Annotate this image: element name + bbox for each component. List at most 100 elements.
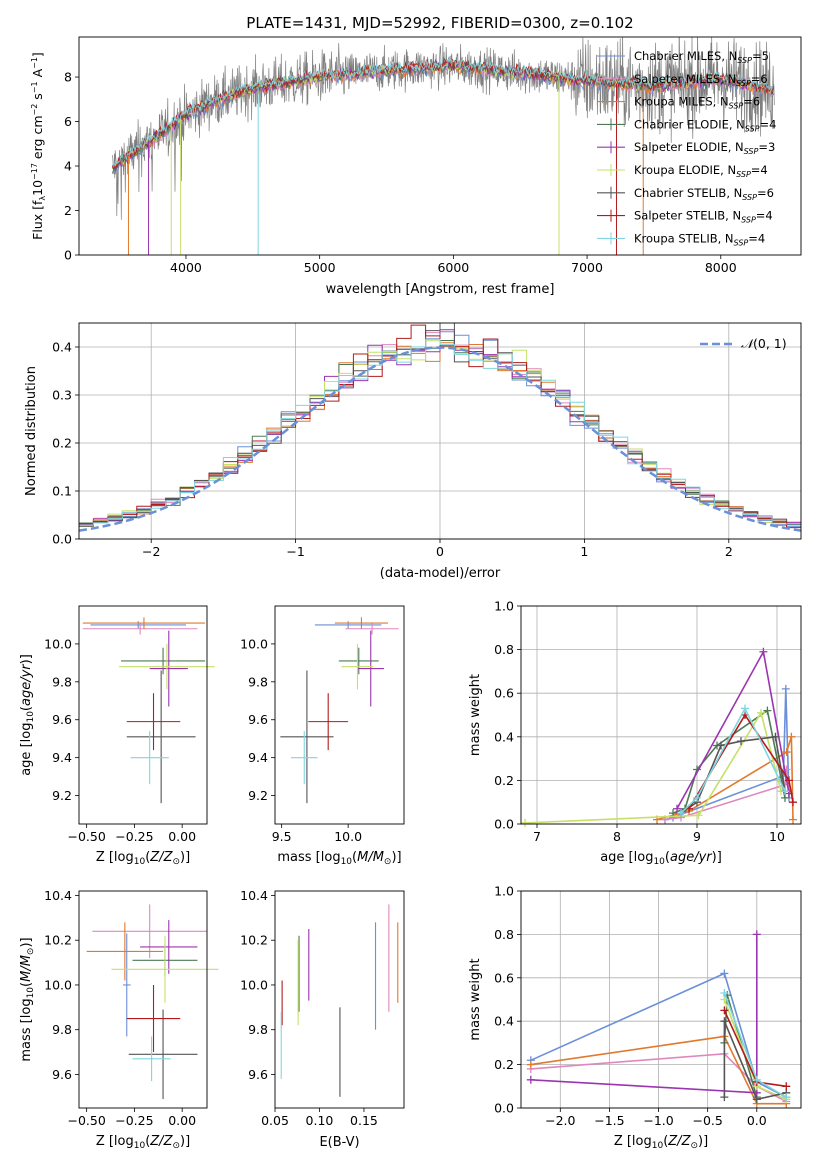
x-axis-label: mass [log10(M/M⊙)] <box>277 850 401 867</box>
data-layer <box>79 37 801 1108</box>
y-tick-label: 9.6 <box>52 1067 72 1082</box>
y-tick-label: 9.6 <box>248 712 268 727</box>
weight-marker <box>785 776 793 785</box>
x-tick-label: 9 <box>693 829 701 844</box>
axes-frame <box>78 890 208 1109</box>
y-tick-label: 0.1 <box>52 484 72 499</box>
x-tick-label: 10 <box>769 829 785 844</box>
weight-lines <box>521 647 797 827</box>
weight-marker <box>741 704 749 713</box>
weight-marker <box>752 1095 761 1104</box>
y-tick-label: 9.4 <box>52 750 72 765</box>
weight-line <box>530 934 758 1094</box>
x-axis-label: wavelength [Angstrom, rest frame] <box>326 282 555 297</box>
legend-entry: Salpeter ELODIE, NSSP=3 <box>634 140 775 156</box>
y-tick-label: 8 <box>64 70 72 85</box>
weight-marker <box>677 809 685 818</box>
axes-frame <box>520 605 802 825</box>
y-tick-label: 0.6 <box>494 970 514 985</box>
legend-entry: Chabrier MILES, NSSP=5 <box>634 49 769 65</box>
weight-line <box>530 1035 787 1105</box>
weight-marker <box>787 732 796 741</box>
y-tick-label: 0.4 <box>52 340 72 355</box>
x-tick-label: 6000 <box>437 260 469 275</box>
grid-layer <box>79 323 801 1109</box>
weight-line <box>723 1020 787 1101</box>
y-tick-label: 9.8 <box>248 674 268 689</box>
y-tick-label: 0.4 <box>494 1014 514 1029</box>
x-tick-label: −1 <box>286 544 304 559</box>
weight-marker <box>521 818 529 827</box>
y-tick-label: 1.0 <box>494 884 514 899</box>
y-tick-label: 0.8 <box>494 927 514 942</box>
legend-entry: Chabrier STELIB, NSSP=6 <box>634 186 774 202</box>
x-tick-label: 4000 <box>170 260 202 275</box>
weight-marker <box>782 1082 791 1091</box>
y-tick-label: 2 <box>64 203 72 218</box>
weight-lines <box>526 930 791 1108</box>
x-axis-label: Z [log10(Z/Z⊙)] <box>614 1134 708 1151</box>
weight-marker <box>526 1075 535 1084</box>
weight-marker <box>789 798 797 807</box>
model-spectrum <box>112 58 774 166</box>
weight-line <box>672 709 786 814</box>
x-tick-label: 0.00 <box>168 829 196 844</box>
y-tick-label: 0 <box>64 248 72 263</box>
y-axis-label: mass [log10(M/M⊙)] <box>19 937 36 1061</box>
weight-marker <box>771 732 780 741</box>
weight-marker <box>782 748 791 757</box>
weight-marker <box>720 1093 729 1102</box>
x-tick-label: −0.25 <box>115 829 153 844</box>
weight-marker <box>694 811 703 820</box>
x-tick-label: 0.15 <box>350 1113 378 1128</box>
y-tick-label: 1.0 <box>494 599 514 614</box>
x-tick-label: −0.25 <box>115 1113 153 1128</box>
y-tick-label: 0.8 <box>494 642 514 657</box>
y-tick-label: 10.4 <box>240 888 268 903</box>
figure-title: PLATE=1431, MJD=52992, FIBERID=0300, z=0… <box>246 14 633 32</box>
weight-marker <box>526 1060 535 1069</box>
axes-frame <box>274 605 405 825</box>
legend-entry: Chabrier ELODIE, NSSP=4 <box>634 117 776 133</box>
x-axis-label: Z [log10(Z/Z⊙)] <box>96 850 190 867</box>
weight-marker <box>757 708 765 717</box>
axes-frame <box>78 605 208 825</box>
legend-entry: Kroupa MILES, NSSP=6 <box>634 95 760 111</box>
weight-marker <box>720 969 729 978</box>
y-tick-label: 0.2 <box>52 436 72 451</box>
y-tick-label: 9.8 <box>52 674 72 689</box>
x-tick-label: −0.50 <box>67 1113 105 1128</box>
y-tick-label: 10.0 <box>44 977 72 992</box>
observed-spectrum <box>112 37 775 220</box>
x-axis-label: (data-model)/error <box>380 566 501 581</box>
weight-marker <box>763 706 772 715</box>
normal-curve <box>79 346 801 532</box>
legend-entry: Kroupa ELODIE, NSSP=4 <box>634 163 768 179</box>
x-tick-label: 9.5 <box>272 829 292 844</box>
legend: Chabrier MILES, NSSP=5 Salpeter MILES, NS… <box>597 49 787 351</box>
weight-line <box>680 735 786 814</box>
weight-marker <box>720 1006 729 1015</box>
weight-marker <box>720 1017 729 1026</box>
weight-marker <box>781 684 790 693</box>
legend-entry: Kroupa STELIB, NSSP=4 <box>634 231 765 247</box>
x-tick-label: −2.0 <box>545 1113 575 1128</box>
y-tick-label: 9.2 <box>52 788 72 803</box>
weight-marker <box>759 647 768 656</box>
weight-marker <box>781 787 789 796</box>
residual-histogram <box>79 338 801 529</box>
x-tick-label: 0.10 <box>306 1113 334 1128</box>
y-tick-label: 0.4 <box>494 729 514 744</box>
x-tick-label: 0.05 <box>261 1113 289 1128</box>
y-tick-label: 10.0 <box>240 977 268 992</box>
y-tick-label: 0.6 <box>494 686 514 701</box>
x-tick-label: 5000 <box>304 260 336 275</box>
y-tick-label: 10.0 <box>240 636 268 651</box>
y-tick-label: 0.2 <box>494 773 514 788</box>
weight-marker <box>737 737 745 746</box>
normal-legend-label: 𝒩(0, 1) <box>741 336 787 351</box>
errorbar-group <box>82 617 215 804</box>
weight-marker <box>720 988 729 997</box>
y-axis-label: Normed distribution <box>24 366 39 496</box>
x-tick-label: −1.0 <box>643 1113 673 1128</box>
